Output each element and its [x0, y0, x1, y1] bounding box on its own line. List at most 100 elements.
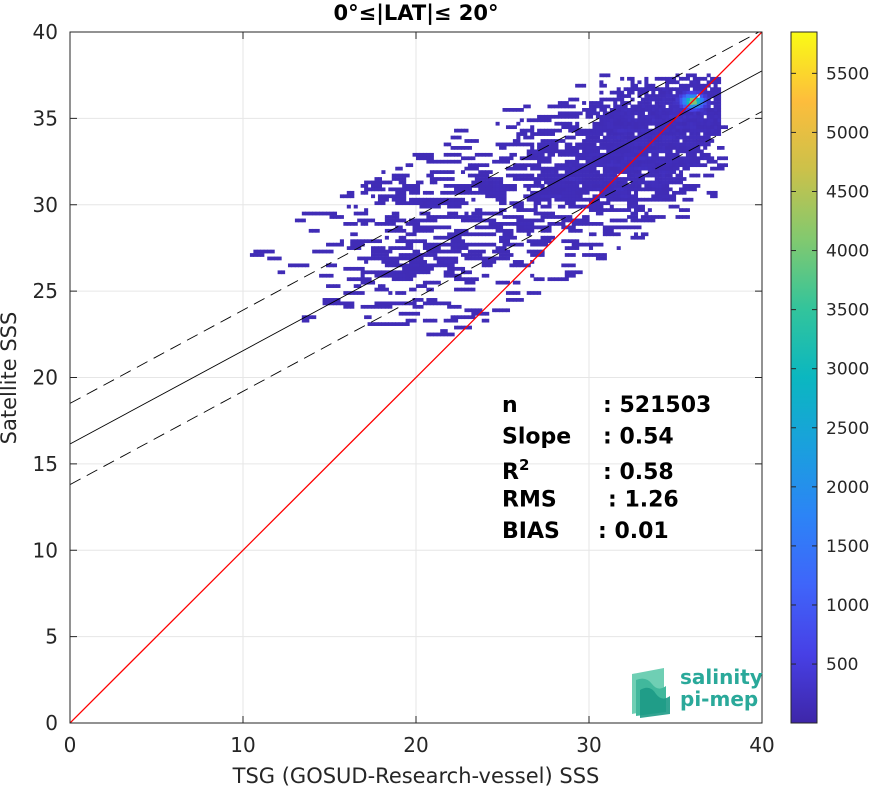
heatmap-cell — [689, 121, 694, 126]
heatmap-cell — [658, 159, 663, 164]
heatmap-cell — [409, 270, 414, 275]
heatmap-cell — [364, 184, 369, 188]
heatmap-cell — [668, 170, 673, 174]
heatmap-cell — [509, 142, 514, 147]
heatmap-cell — [422, 201, 427, 206]
heatmap-cell — [651, 97, 656, 102]
heatmap-cell — [381, 260, 386, 264]
heatmap-cell — [703, 135, 708, 140]
heatmap-cell — [575, 246, 580, 250]
heatmap-cell — [499, 177, 504, 181]
heatmap-cell — [703, 83, 708, 88]
heatmap-cell — [658, 184, 663, 188]
x-axis-title: TSG (GOSUD-Research-vessel) SSS — [232, 764, 600, 788]
heatmap-cell — [575, 228, 580, 233]
heatmap-cell — [613, 190, 618, 195]
heatmap-cell — [426, 332, 431, 337]
heatmap-cell — [592, 108, 597, 112]
heatmap-cell — [620, 104, 625, 109]
heatmap-cell — [474, 208, 479, 212]
heatmap-cell — [360, 277, 365, 282]
heatmap-cell — [516, 121, 521, 126]
heatmap-cell — [637, 159, 642, 164]
heatmap-cell — [575, 173, 580, 178]
heatmap-cell — [564, 180, 569, 185]
heatmap-cell — [644, 211, 649, 216]
heatmap-cell — [485, 184, 490, 188]
heatmap-cell — [367, 239, 372, 244]
heatmap-cell — [384, 218, 389, 223]
heatmap-cell — [405, 322, 410, 326]
heatmap-cell — [599, 159, 604, 164]
heatmap-cell — [395, 322, 400, 326]
heatmap-cell — [326, 242, 331, 247]
heatmap-cell — [530, 225, 535, 230]
heatmap-cell — [440, 256, 445, 261]
heatmap-cell — [678, 121, 684, 126]
heatmap-cell — [412, 187, 417, 192]
heatmap-cell — [568, 225, 573, 230]
heatmap-cell — [672, 204, 677, 209]
heatmap-cell — [460, 128, 466, 133]
heatmap-cell — [547, 114, 552, 119]
heatmap-cell — [658, 139, 663, 143]
heatmap-cell — [599, 104, 604, 109]
heatmap-cell — [502, 246, 507, 250]
heatmap-cell — [547, 204, 552, 209]
heatmap-cell — [544, 190, 549, 195]
heatmap-cell — [450, 201, 455, 206]
heatmap-cell — [595, 149, 600, 154]
heatmap-cell — [713, 118, 718, 123]
heatmap-cell — [388, 249, 393, 254]
heatmap-cell — [616, 128, 621, 133]
heatmap-cell — [464, 242, 469, 247]
heatmap-cell — [384, 228, 389, 233]
heatmap-cell — [568, 201, 573, 206]
heatmap-cell — [696, 142, 701, 147]
heatmap-cell — [478, 242, 483, 247]
heatmap-cell — [647, 118, 652, 123]
heatmap-cell — [640, 139, 645, 143]
heatmap-cell — [436, 159, 441, 164]
heatmap-cell — [672, 101, 677, 105]
heatmap-cell — [699, 76, 704, 81]
heatmap-cell — [717, 76, 722, 81]
heatmap-cell — [685, 83, 690, 88]
heatmap-cell — [509, 173, 514, 178]
heatmap-cell — [616, 118, 621, 123]
heatmap-cell — [447, 184, 452, 188]
heatmap-cell — [595, 163, 600, 168]
heatmap-cell — [682, 97, 687, 102]
heatmap-cell — [537, 159, 542, 164]
heatmap-cell — [585, 242, 590, 247]
heatmap-cell — [689, 90, 694, 95]
heatmap-cell — [668, 90, 673, 95]
heatmap-cell — [689, 139, 694, 143]
heatmap-cell — [644, 114, 649, 119]
heatmap-cell — [613, 197, 618, 202]
heatmap-cell — [602, 139, 607, 143]
heatmap-cell — [627, 166, 632, 171]
heatmap-cell — [429, 190, 434, 195]
heatmap-cell — [575, 197, 580, 202]
heatmap-cell — [412, 270, 417, 275]
heatmap-cell — [654, 190, 659, 195]
heatmap-cell — [613, 156, 618, 161]
heatmap-cell — [519, 118, 524, 123]
heatmap-cell — [571, 228, 576, 233]
heatmap-cell — [495, 180, 500, 185]
heatmap-cell — [499, 194, 504, 199]
heatmap-cell — [467, 166, 472, 171]
heatmap-cell — [429, 152, 434, 157]
heatmap-cell — [616, 114, 621, 119]
heatmap-cell — [658, 125, 663, 130]
heatmap-cell — [633, 159, 639, 164]
heatmap-cell — [606, 128, 611, 133]
heatmap-cell — [665, 132, 670, 136]
heatmap-cell — [377, 256, 382, 261]
heatmap-cell — [585, 139, 590, 143]
heatmap-cell — [374, 253, 379, 257]
heatmap-cell — [298, 218, 303, 223]
heatmap-cell — [388, 256, 393, 261]
heatmap-cell — [585, 173, 590, 178]
